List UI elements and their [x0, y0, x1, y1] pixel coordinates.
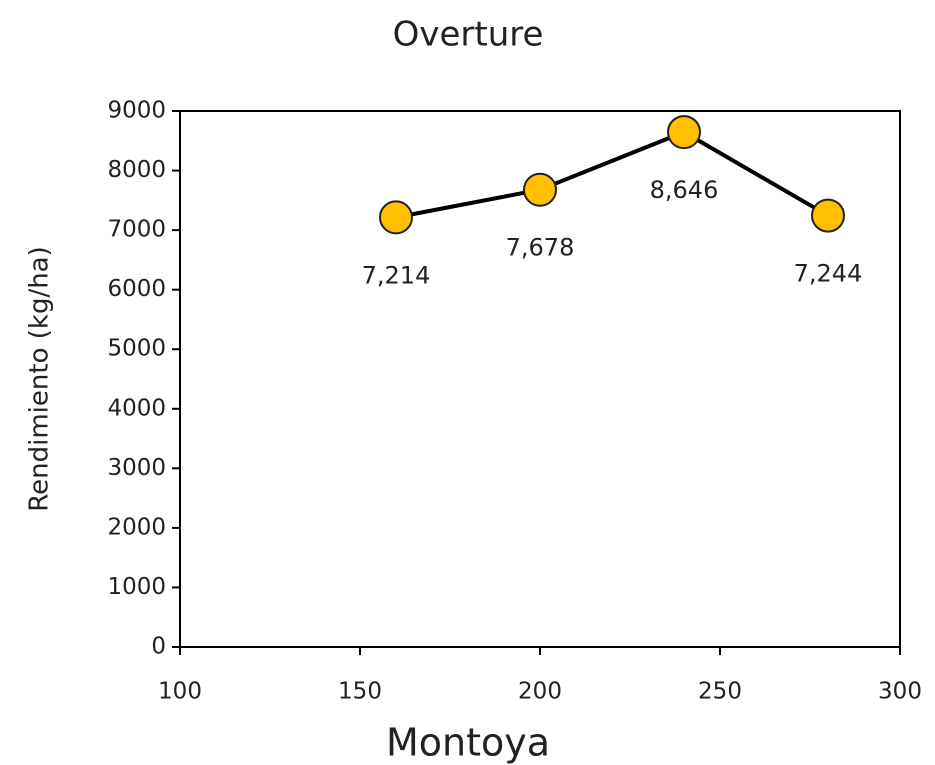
x-tick-label: 100 [158, 679, 202, 705]
data-label: 7,678 [506, 234, 575, 262]
y-tick-label: 9000 [107, 98, 166, 124]
y-tick-label: 8000 [107, 157, 166, 183]
y-tick-label: 5000 [107, 336, 166, 362]
marker [379, 200, 413, 235]
y-tick-label: 3000 [107, 455, 166, 481]
x-tick-label: 150 [338, 679, 382, 705]
marker [667, 115, 701, 150]
data-label: 7,244 [794, 260, 863, 288]
x-axis-title: Montoya [386, 721, 550, 765]
x-tick-label: 300 [878, 679, 922, 705]
y-tick-label: 2000 [107, 514, 166, 540]
data-label: 8,646 [650, 176, 719, 204]
chart-title: Overture [393, 15, 544, 55]
marker [523, 172, 557, 207]
y-tick-label: 1000 [107, 574, 166, 600]
y-tick-label: 4000 [107, 395, 166, 421]
line [395, 129, 830, 220]
y-tick-label: 6000 [107, 276, 166, 302]
y-axis-title: Rendimiento (kg/ha) [25, 246, 55, 512]
data-label: 7,214 [362, 261, 431, 289]
x-tick-label: 250 [698, 679, 742, 705]
x-tick-label: 200 [518, 679, 562, 705]
y-tick-label: 0 [151, 634, 166, 660]
marker [811, 198, 845, 233]
y-tick-label: 7000 [107, 217, 166, 243]
